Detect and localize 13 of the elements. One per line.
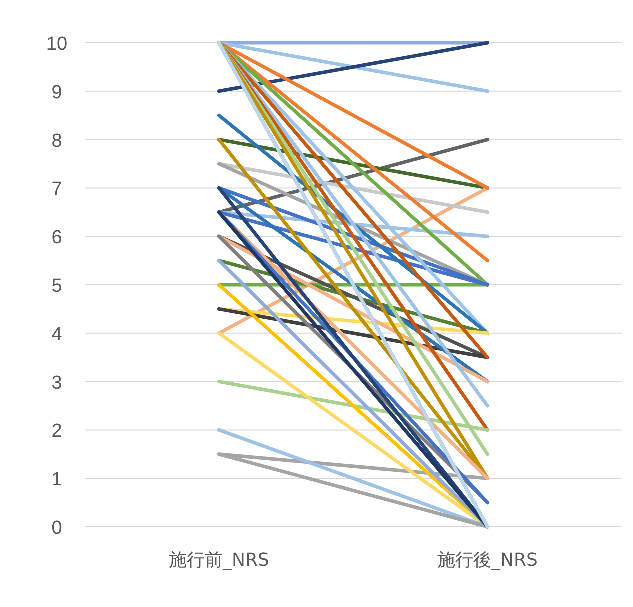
y-tick-label: 2 — [52, 421, 62, 442]
y-tick-label: 10 — [46, 34, 68, 55]
y-tick-label: 8 — [52, 130, 62, 152]
y-tick-label: 5 — [52, 276, 62, 297]
y-tick-label: 1 — [52, 470, 62, 491]
y-tick-label: 9 — [52, 82, 62, 104]
x-tick-label: 施行後_NRS — [438, 550, 538, 571]
x-tick-label: 施行前_NRS — [169, 550, 270, 571]
y-tick-label: 7 — [52, 179, 62, 200]
y-tick-label: 3 — [52, 372, 62, 394]
y-tick-label: 4 — [52, 324, 63, 346]
y-tick-label: 6 — [52, 228, 62, 249]
y-tick-label: 0 — [52, 518, 62, 539]
